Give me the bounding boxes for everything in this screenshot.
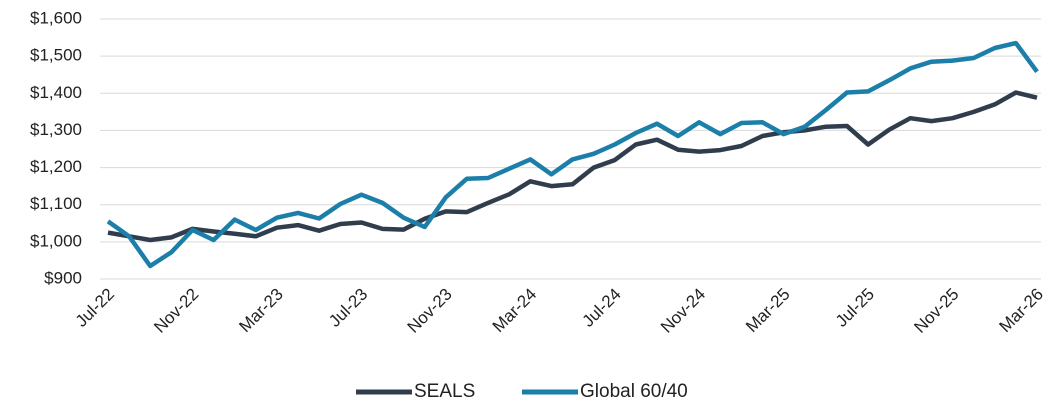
x-tick-label: Nov-24: [657, 285, 709, 337]
legend-label: SEALS: [414, 381, 475, 402]
x-tick-label: Jul-25: [832, 285, 878, 331]
x-tick-label: Mar-26: [995, 285, 1043, 337]
x-tick-label: Nov-22: [150, 285, 202, 337]
y-tick-label: $1,200: [30, 157, 82, 176]
x-tick-label: Mar-23: [235, 285, 287, 337]
y-tick-label: $1,100: [30, 194, 82, 213]
y-tick-label: $1,300: [30, 120, 82, 139]
x-tick-label: Jul-23: [325, 285, 371, 331]
line: [107, 90, 1038, 243]
x-tick-label: Mar-24: [489, 285, 541, 337]
line: [106, 40, 1039, 269]
y-tick-label: $900: [44, 268, 82, 287]
legend-label: Global 60/40: [580, 381, 688, 402]
x-tick-label: Mar-25: [742, 285, 794, 337]
y-tick-label: $1,400: [30, 83, 82, 102]
x-tick-label: Nov-23: [404, 285, 456, 337]
y-tick-label: $1,000: [30, 231, 82, 250]
x-tick-label: Jul-22: [72, 285, 118, 331]
x-tick-label: Nov-25: [910, 285, 962, 337]
y-tick-label: $1,500: [30, 46, 82, 65]
y-tick-label: $1,600: [30, 8, 82, 27]
x-tick-label: Jul-24: [579, 285, 625, 331]
